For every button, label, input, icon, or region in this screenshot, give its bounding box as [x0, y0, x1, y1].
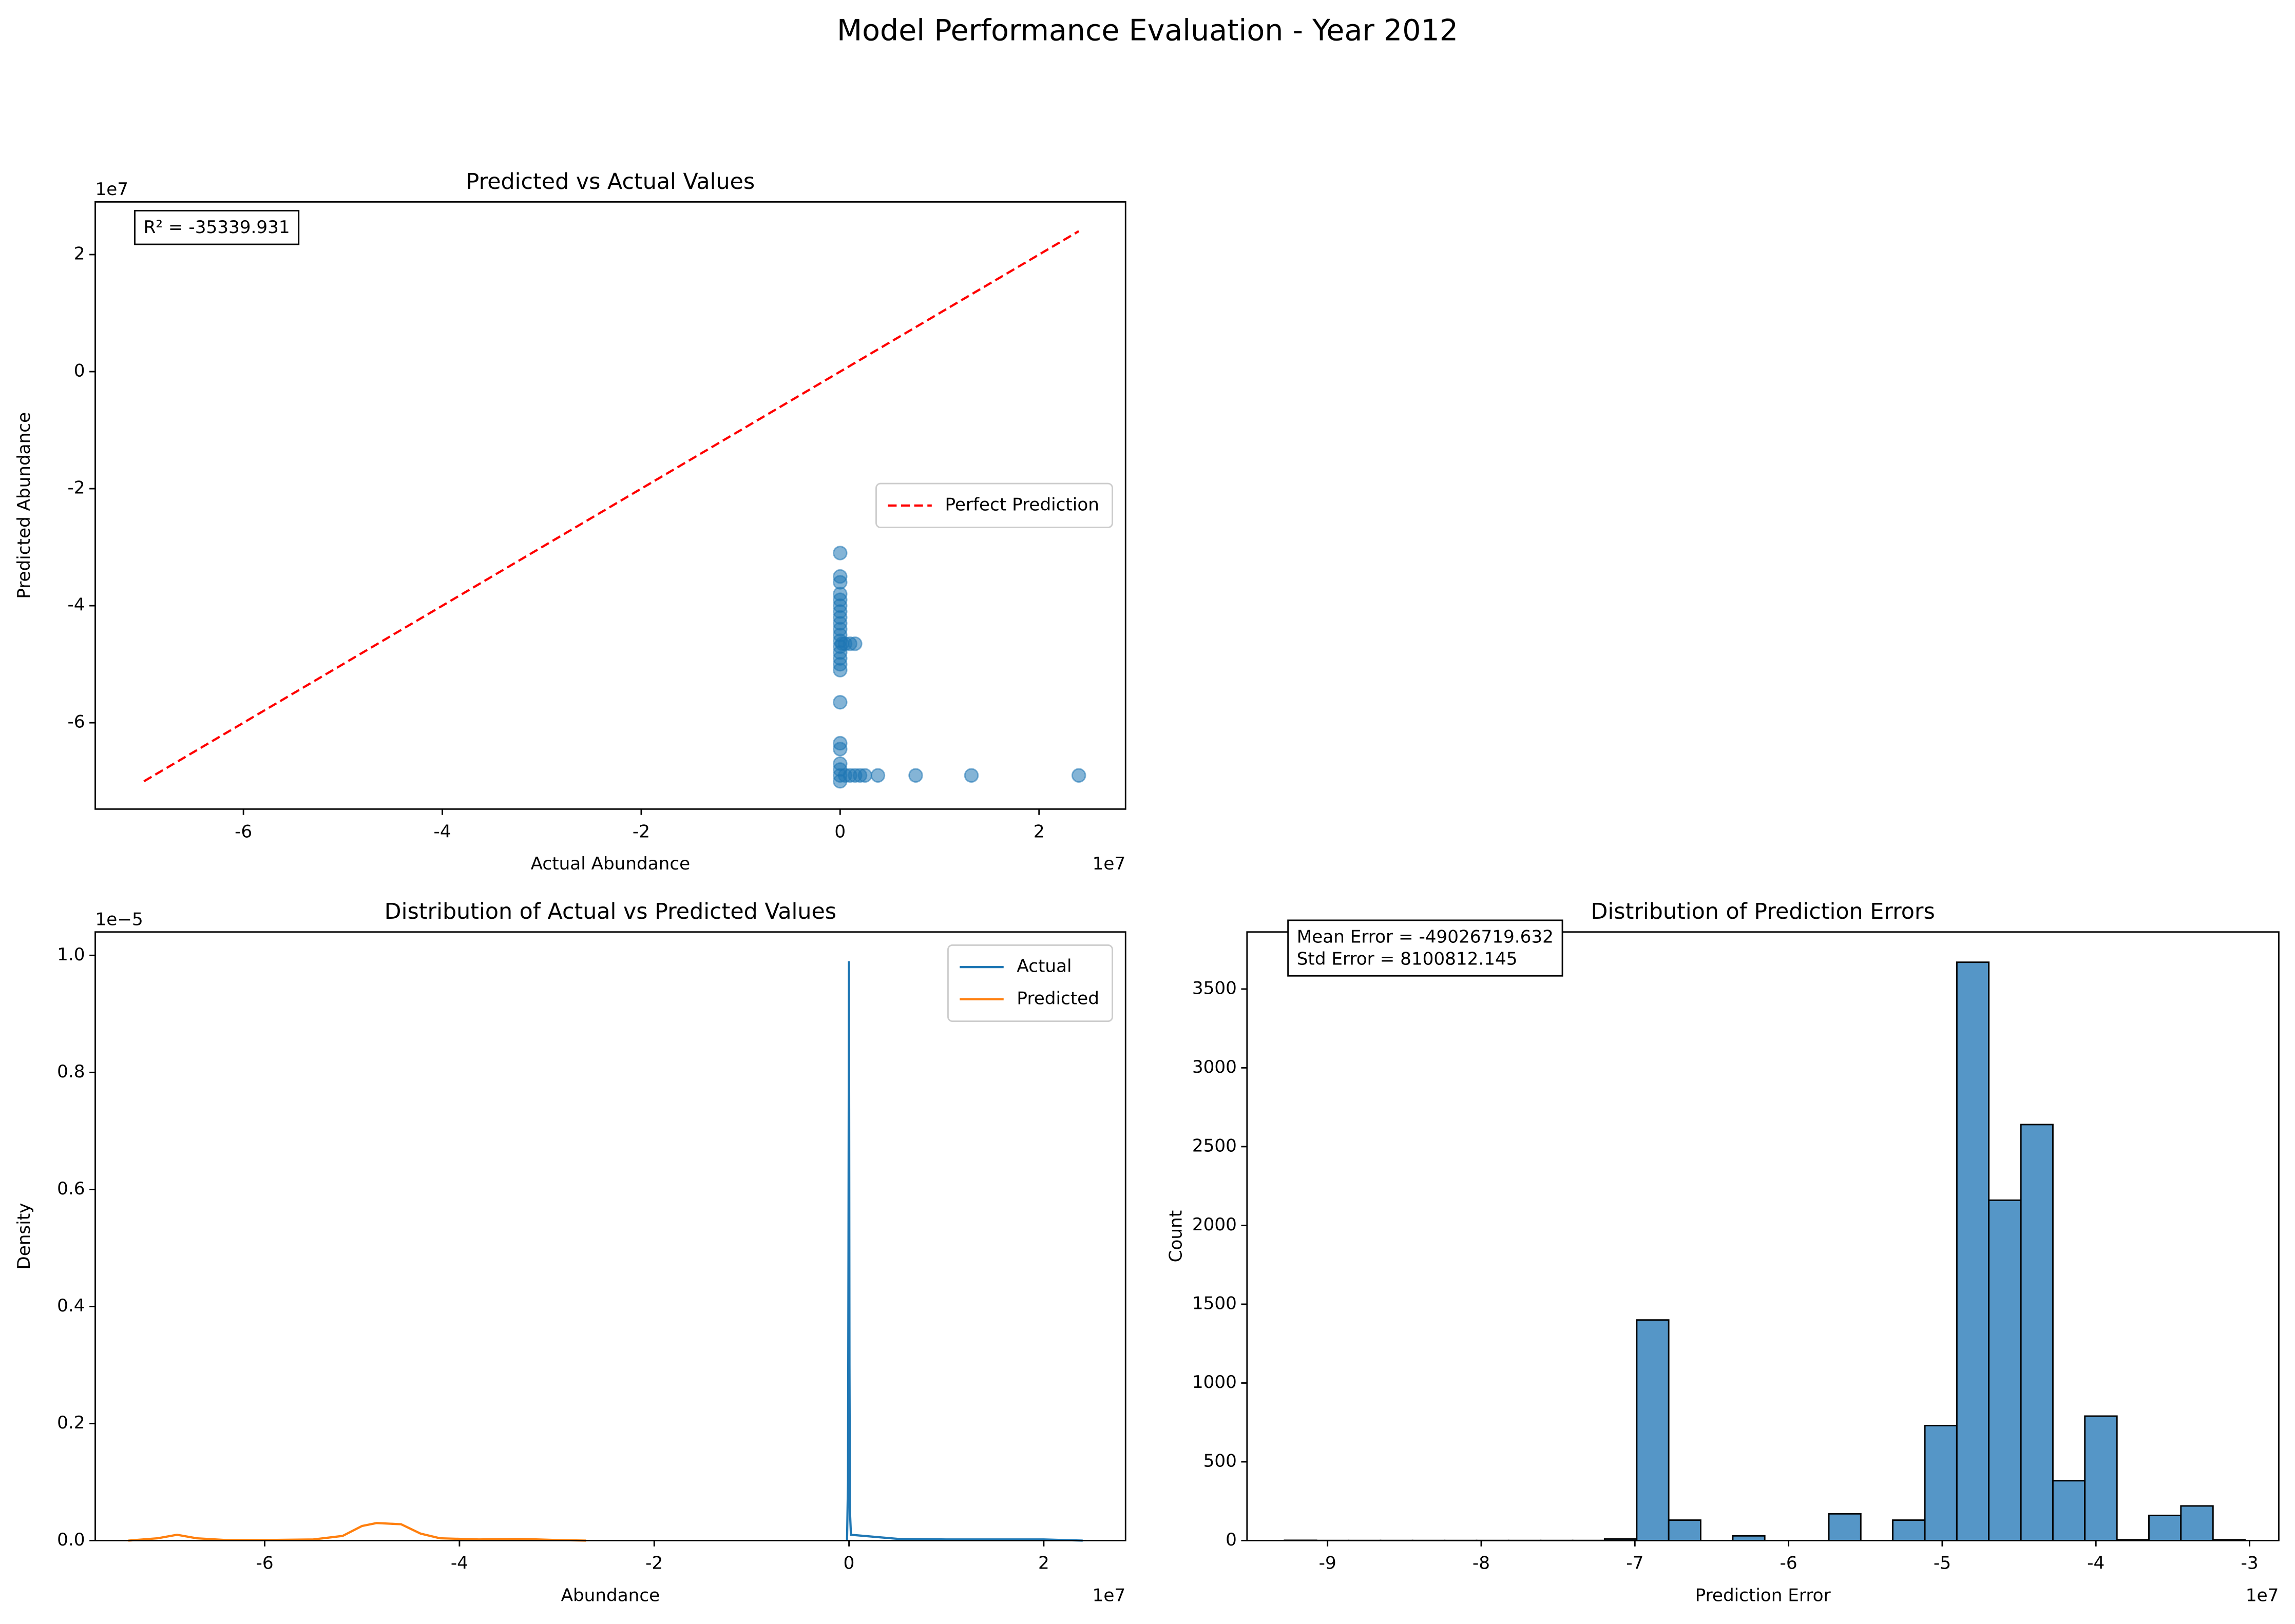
subplot: -6 -4 -2 0 2 0.0 0.2 0.4 0.6 0.8 1.0 Distribution o…: [14, 899, 1126, 1606]
plot-frame: [1246, 931, 2280, 1541]
y-tick-label: 0.0: [57, 1530, 85, 1550]
subplot: -6 -4 -2 0 2 -6 -4 -2 0 2 Predicted vs Actual Valu…: [14, 169, 1126, 874]
line-series: [143, 230, 1080, 782]
x-tick-label: -6: [256, 1553, 274, 1574]
subplot-title: Distribution of Actual vs Predicted Valu…: [385, 899, 836, 924]
histogram-bar: [2084, 1415, 2118, 1541]
x-tick-label: 0: [834, 821, 846, 842]
x-tick-label: -4: [451, 1553, 468, 1574]
scatter-point: [908, 768, 923, 783]
scatter-point: [833, 742, 848, 757]
scatter-point: [848, 636, 863, 651]
histogram-bar: [2052, 1480, 2086, 1541]
x-tick-label: -3: [2241, 1553, 2258, 1574]
y-tick-label: 0.4: [57, 1296, 85, 1316]
plot-frame: [94, 201, 1126, 810]
y-tick-label: 1000: [1192, 1372, 1237, 1393]
line-series: [846, 961, 1083, 1542]
annotation-box: [134, 210, 300, 245]
y-offset-label: 1e−5: [95, 909, 143, 930]
annotation-text: R² = -35339.931: [144, 217, 290, 238]
x-tick-label: -2: [645, 1553, 663, 1574]
x-offset-label: 1e7: [2246, 1585, 2279, 1606]
y-tick-label: 1.0: [57, 944, 85, 965]
y-tick-label: 1500: [1192, 1293, 1237, 1313]
y-tick-label: 2000: [1192, 1214, 1237, 1235]
scatter-point: [1071, 768, 1086, 783]
x-tick-label: -4: [2087, 1553, 2105, 1574]
y-tick-label: -6: [67, 712, 85, 732]
x-tick-label: -9: [1319, 1553, 1336, 1574]
line-series: [128, 1522, 586, 1542]
x-tick-label: -6: [235, 821, 252, 842]
histogram-bar: [1828, 1513, 1862, 1541]
subplot-title: Distribution of Prediction Errors: [1591, 899, 1935, 924]
histogram-bar: [1668, 1519, 1701, 1541]
y-tick-label: 0: [1226, 1530, 1237, 1550]
x-tick-label: 2: [1038, 1553, 1049, 1574]
scatter-point: [857, 768, 873, 783]
histogram-bar: [1892, 1519, 1926, 1541]
y-tick-label: 500: [1203, 1451, 1237, 1472]
x-tick-label: -8: [1472, 1553, 1490, 1574]
histogram-bar: [2148, 1514, 2182, 1541]
y-tick-label: 2: [74, 243, 85, 264]
x-tick-label: -7: [1626, 1553, 1643, 1574]
histogram-bar: [2020, 1124, 2054, 1541]
x-tick-label: -4: [433, 821, 451, 842]
y-offset-label: 1e7: [95, 179, 129, 200]
x-axis-label: Abundance: [561, 1585, 660, 1606]
plot-frame: [94, 931, 1126, 1541]
x-tick-label: 0: [844, 1553, 855, 1574]
legend-label: Predicted: [1017, 988, 1099, 1009]
legend-label: Actual: [1017, 956, 1072, 977]
y-tick-label: -4: [67, 595, 85, 615]
scatter-point: [964, 768, 979, 783]
annotation-text: Std Error = 8100812.145: [1297, 949, 1518, 969]
legend-label: Perfect Prediction: [945, 494, 1099, 515]
y-tick-label: 3500: [1192, 978, 1237, 998]
y-tick-label: 0.6: [57, 1178, 85, 1199]
histogram-bar: [1636, 1319, 1670, 1541]
x-tick-label: -6: [1780, 1553, 1797, 1574]
histogram-bar: [1988, 1199, 2022, 1541]
x-axis-label: Prediction Error: [1695, 1585, 1831, 1606]
y-tick-label: 3000: [1192, 1057, 1237, 1077]
y-axis-label: Density: [14, 1203, 34, 1270]
y-axis-label: Count: [1166, 1210, 1187, 1263]
legend-box: [947, 944, 1114, 1022]
y-tick-label: 2500: [1192, 1135, 1237, 1156]
subplot: -9 -8 -7 -6 -5 -4 -3 0 500 1000 1500 2000 2500 3000 35…: [1166, 899, 2280, 1606]
y-tick-label: 0.2: [57, 1413, 85, 1433]
y-tick-label: -2: [67, 478, 85, 498]
scatter-point: [833, 546, 848, 560]
figure-title: Model Performance Evaluation - Year 2012: [837, 13, 1458, 47]
annotation-text: Mean Error = -49026719.632: [1297, 927, 1554, 948]
subplot-title: Predicted vs Actual Values: [466, 169, 755, 195]
x-tick-label: -5: [1934, 1553, 1951, 1574]
y-tick-label: 0.8: [57, 1061, 85, 1082]
x-tick-label: -2: [633, 821, 650, 842]
scatter-point: [833, 663, 848, 678]
y-tick-label: 0: [74, 361, 85, 381]
x-offset-label: 1e7: [1093, 1585, 1126, 1606]
y-axis-label: Predicted Abundance: [14, 412, 34, 599]
x-axis-label: Actual Abundance: [531, 854, 691, 874]
legend-box: [875, 482, 1114, 529]
histogram-bar: [1924, 1424, 1958, 1541]
scatter-point: [833, 694, 848, 710]
histogram-bar: [1956, 961, 1990, 1541]
x-tick-label: 2: [1034, 821, 1045, 842]
histogram-bar: [2180, 1505, 2214, 1541]
x-offset-label: 1e7: [1093, 854, 1126, 874]
scatter-point: [870, 768, 886, 783]
annotation-box: [1287, 919, 1563, 977]
